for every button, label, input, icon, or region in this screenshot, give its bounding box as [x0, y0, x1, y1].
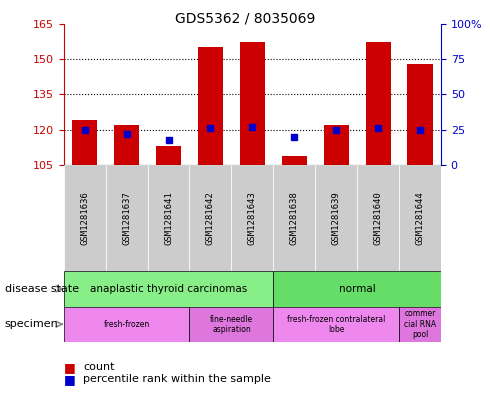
- Bar: [357, 165, 399, 271]
- Bar: [190, 307, 273, 342]
- Bar: [323, 125, 349, 165]
- Bar: [399, 307, 441, 342]
- Text: GSM1281640: GSM1281640: [373, 191, 383, 245]
- Bar: [366, 42, 391, 165]
- Text: specimen: specimen: [5, 319, 59, 329]
- Text: commer
cial RNA
pool: commer cial RNA pool: [404, 309, 436, 339]
- Text: GSM1281644: GSM1281644: [416, 191, 424, 245]
- Bar: [156, 146, 181, 165]
- Text: fresh-frozen: fresh-frozen: [103, 320, 150, 329]
- Text: count: count: [83, 362, 115, 373]
- Text: anaplastic thyroid carcinomas: anaplastic thyroid carcinomas: [90, 284, 247, 294]
- Bar: [273, 165, 315, 271]
- Text: GDS5362 / 8035069: GDS5362 / 8035069: [175, 12, 315, 26]
- Bar: [106, 165, 147, 271]
- Text: GSM1281639: GSM1281639: [332, 191, 341, 245]
- Text: GSM1281643: GSM1281643: [248, 191, 257, 245]
- Bar: [399, 165, 441, 271]
- Text: disease state: disease state: [5, 284, 79, 294]
- Bar: [231, 165, 273, 271]
- Bar: [147, 165, 190, 271]
- Text: ■: ■: [64, 373, 75, 386]
- Text: ■: ■: [64, 361, 75, 374]
- Bar: [64, 271, 273, 307]
- Bar: [114, 125, 139, 165]
- Bar: [240, 42, 265, 165]
- Bar: [198, 47, 223, 165]
- Bar: [64, 307, 190, 342]
- Text: fresh-frozen contralateral
lobe: fresh-frozen contralateral lobe: [287, 314, 385, 334]
- Text: GSM1281637: GSM1281637: [122, 191, 131, 245]
- Bar: [72, 120, 97, 165]
- Bar: [273, 307, 399, 342]
- Bar: [408, 64, 433, 165]
- Bar: [190, 165, 231, 271]
- Text: percentile rank within the sample: percentile rank within the sample: [83, 374, 271, 384]
- Text: GSM1281642: GSM1281642: [206, 191, 215, 245]
- Bar: [282, 156, 307, 165]
- Text: GSM1281641: GSM1281641: [164, 191, 173, 245]
- Bar: [273, 271, 441, 307]
- Text: normal: normal: [339, 284, 375, 294]
- Text: GSM1281636: GSM1281636: [80, 191, 89, 245]
- Bar: [64, 165, 106, 271]
- Bar: [315, 165, 357, 271]
- Text: fine-needle
aspiration: fine-needle aspiration: [210, 314, 253, 334]
- Text: GSM1281638: GSM1281638: [290, 191, 299, 245]
